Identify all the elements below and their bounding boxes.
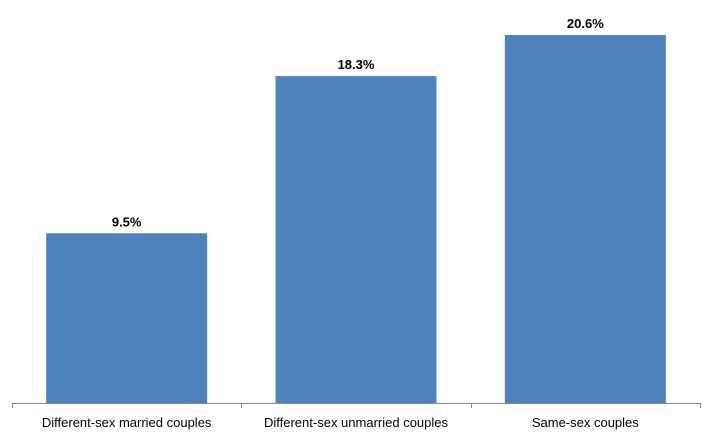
category-label-1: Different-sex married couples [42, 415, 212, 430]
bars-layer [46, 35, 666, 403]
data-label-2: 18.3% [338, 57, 375, 72]
bar-3 [504, 35, 666, 403]
category-labels-layer: Different-sex married couples Different-s… [42, 415, 639, 430]
data-label-3: 20.6% [567, 16, 604, 31]
data-labels-layer: 9.5% 18.3% 20.6% [112, 16, 604, 229]
bar-2 [275, 76, 437, 403]
data-label-1: 9.5% [112, 214, 142, 229]
bar-1 [46, 233, 208, 403]
x-axis [12, 403, 701, 408]
category-label-2: Different-sex unmarried couples [264, 415, 449, 430]
category-label-3: Same-sex couples [532, 415, 639, 430]
